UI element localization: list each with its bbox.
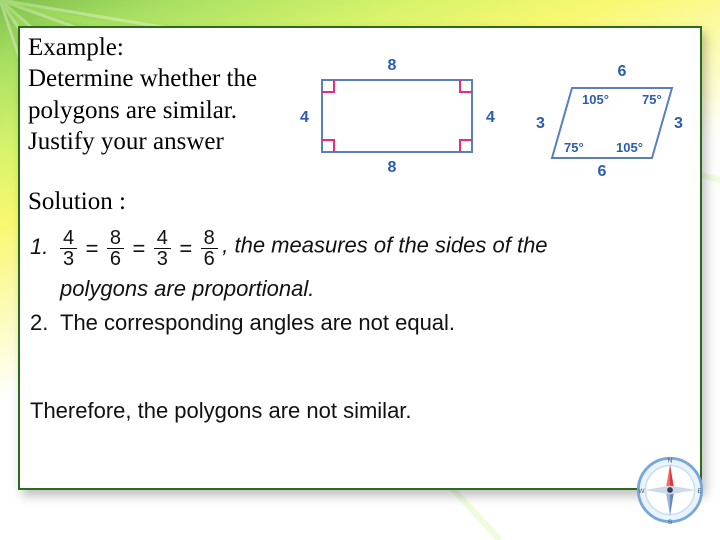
- slide: Example: Determine whether the polygons …: [0, 0, 720, 540]
- parallelogram-figure: 6 3 6 3 105° 75° 75° 105°: [536, 63, 683, 180]
- solution-body: 1. 43 = 86 = 43 = 86 , the measures of t…: [30, 228, 690, 463]
- eq1: =: [82, 236, 103, 261]
- rect-right-label: 4: [486, 109, 495, 126]
- example-prompt: Example: Determine whether the polygons …: [28, 32, 288, 157]
- par-top-label: 6: [618, 63, 627, 80]
- prompt-line3: polygons are similar.: [28, 97, 237, 124]
- par-angle-tr: 75°: [642, 92, 662, 107]
- frac1: 43: [60, 228, 77, 269]
- frac4: 86: [201, 228, 218, 269]
- sol-conclusion: Therefore, the polygons are not similar.: [30, 398, 412, 424]
- compass-icon: N S W E: [634, 454, 706, 526]
- sol-item2-num: 2.: [30, 310, 48, 336]
- par-left-label: 3: [536, 115, 545, 132]
- eq2: =: [128, 236, 149, 261]
- svg-text:E: E: [697, 488, 702, 495]
- svg-text:W: W: [638, 488, 645, 495]
- par-angle-bl: 75°: [564, 140, 584, 155]
- prompt-line4: Justify your answer: [28, 128, 224, 155]
- content-box: Example: Determine whether the polygons …: [18, 26, 702, 490]
- sol-item1-num: 1.: [30, 234, 48, 260]
- figures-svg: 8 4 8 4 6 3 6 3 105° 75° 75° 105°: [292, 48, 692, 188]
- svg-text:S: S: [668, 519, 673, 526]
- prompt-line1: Example:: [28, 34, 124, 61]
- eq3: =: [175, 236, 196, 261]
- par-bottom-label: 6: [598, 163, 607, 180]
- frac2: 86: [107, 228, 124, 269]
- rect-bottom-label: 8: [388, 159, 397, 176]
- sol-item1-line2: polygons are proportional.: [60, 276, 314, 302]
- solution-label: Solution :: [28, 188, 126, 216]
- rectangle-figure: 8 4 8 4: [300, 57, 495, 176]
- svg-text:N: N: [668, 458, 673, 465]
- rect-top-label: 8: [388, 57, 397, 74]
- sol-item1-tail: , the measures of the sides of the: [222, 233, 547, 258]
- rect-left-label: 4: [300, 109, 309, 126]
- sol-item1-line1: 43 = 86 = 43 = 86 , the measures of the …: [60, 228, 548, 269]
- par-right-label: 3: [674, 115, 683, 132]
- par-angle-tl: 105°: [582, 92, 609, 107]
- prompt-line2: Determine whether the: [28, 65, 257, 92]
- figures: 8 4 8 4 6 3 6 3 105° 75° 75° 105°: [292, 48, 692, 188]
- sol-item2-text: The corresponding angles are not equal.: [60, 310, 455, 336]
- frac3: 43: [154, 228, 171, 269]
- par-angle-br: 105°: [616, 140, 643, 155]
